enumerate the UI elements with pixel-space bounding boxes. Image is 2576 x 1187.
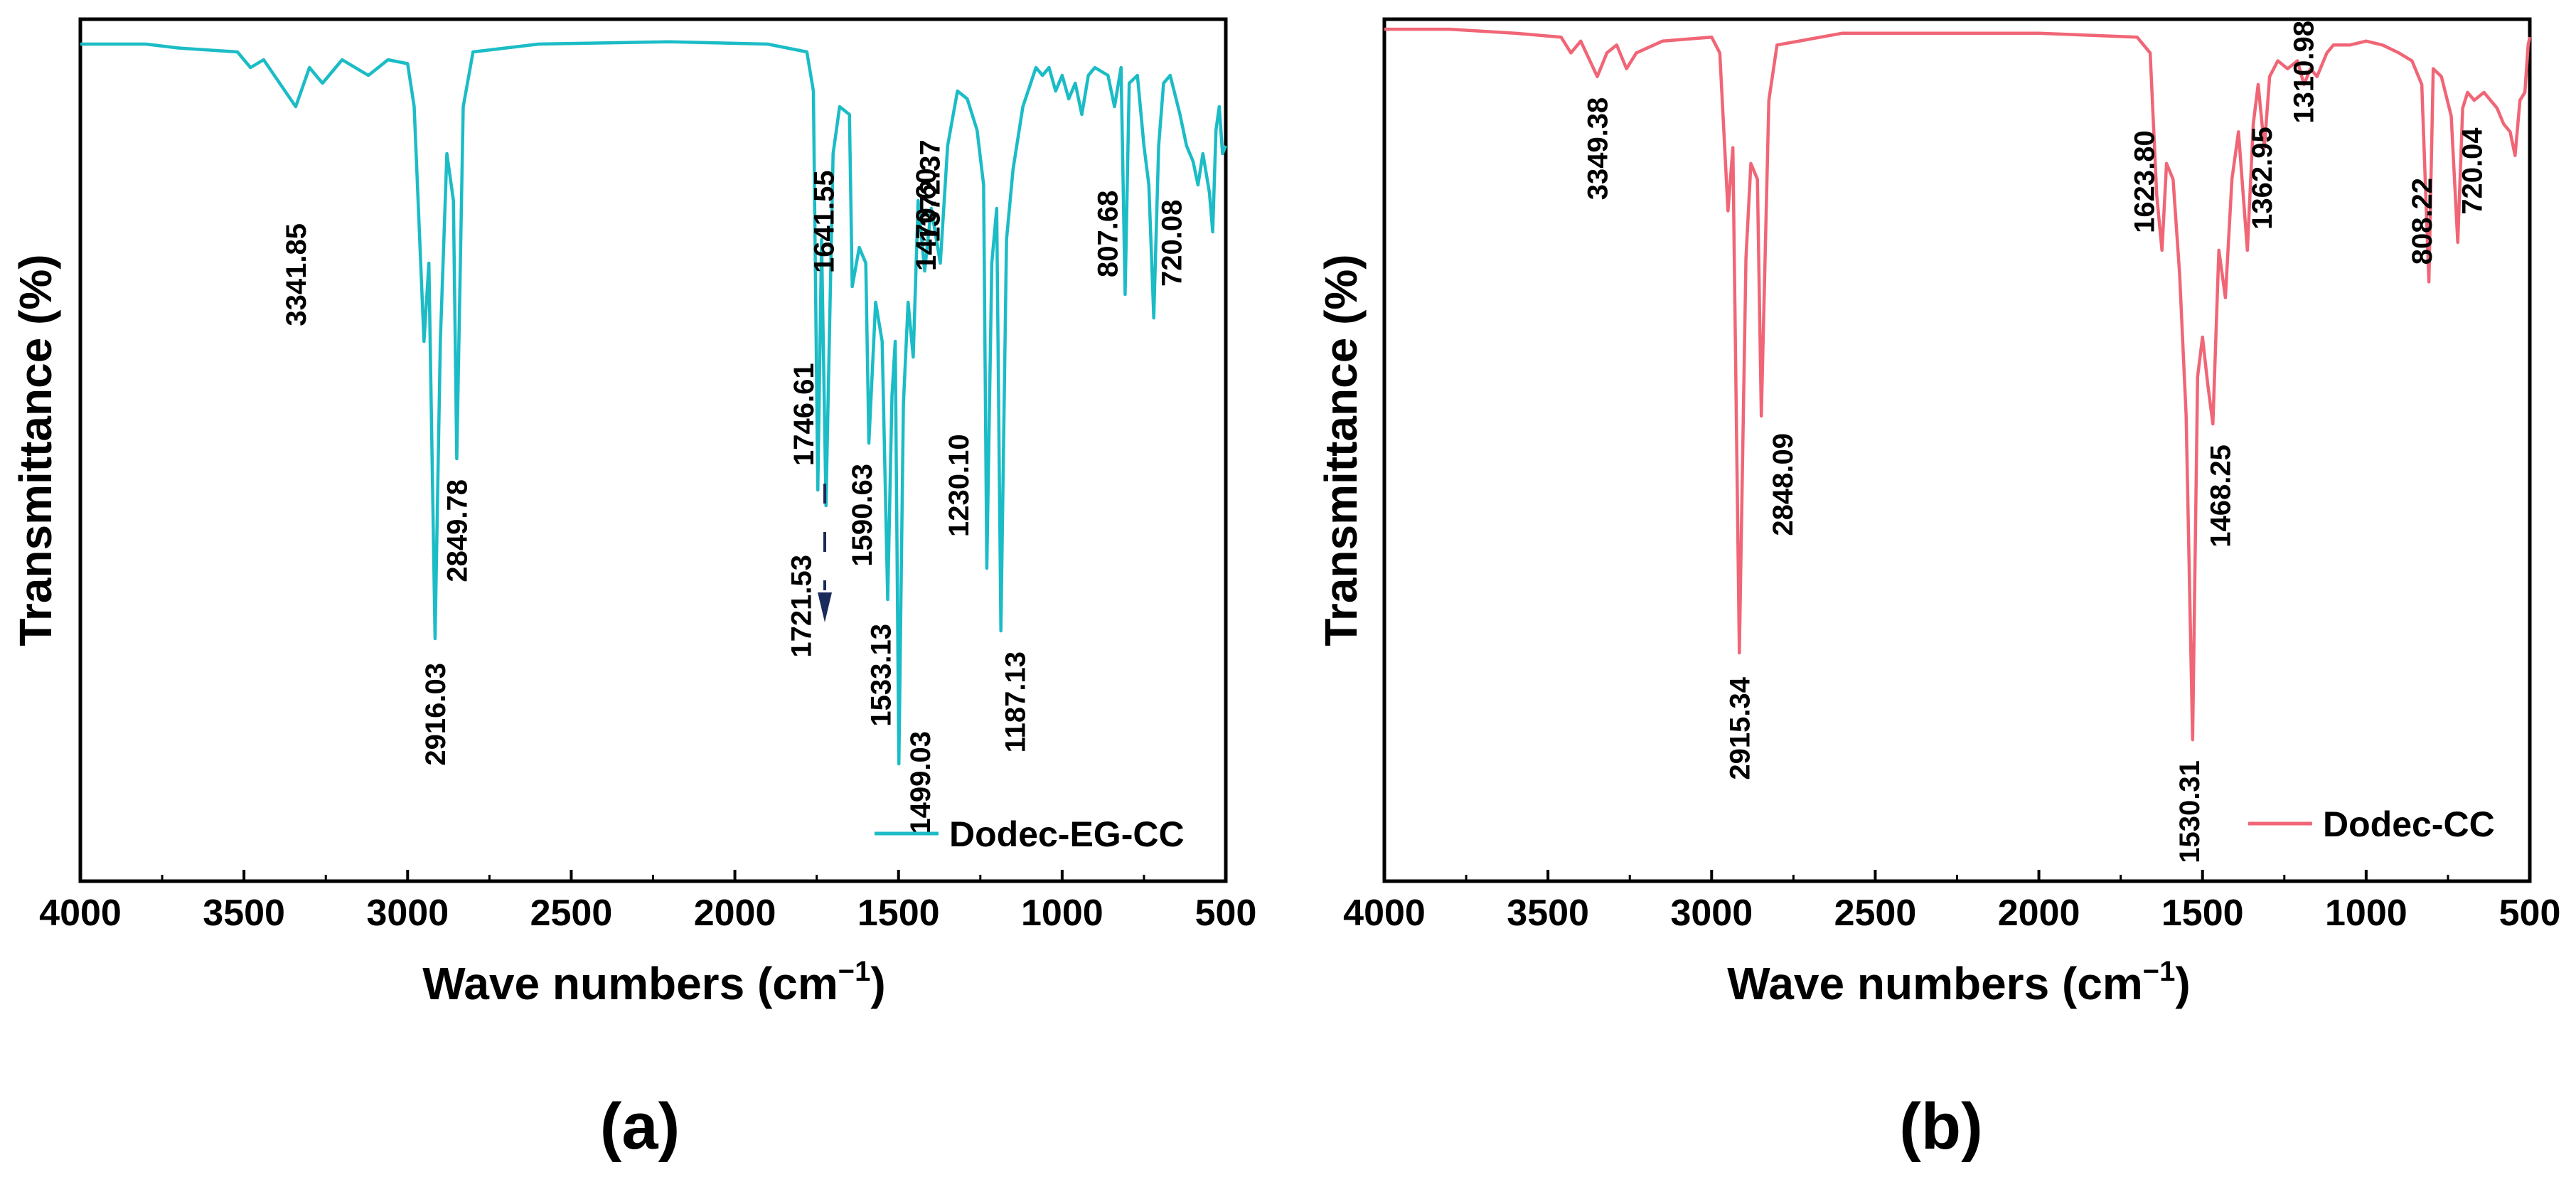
x-tick-label: 4000 (1343, 893, 1426, 934)
peak-label: 2849.78 (442, 479, 473, 582)
peak-label: 808.22 (2407, 178, 2438, 265)
x-tick-label: 3000 (1670, 893, 1753, 934)
chart-panel-a: 4000 3500 3000 2500 2000 1500 1000 500 3341.85 2… (10, 17, 1256, 1163)
peak-label: 807.68 (1092, 191, 1123, 277)
y-axis-title-a: Transmittance (%) (10, 254, 61, 646)
peak-label: 3349.38 (1583, 97, 1614, 201)
peak-label: 1310.98 (2289, 21, 2320, 124)
x-axis-tick-labels-a: 4000 3500 3000 2500 2000 1500 1000 500 (39, 893, 1256, 934)
peak-label: 3341.85 (281, 223, 312, 326)
x-tick-label: 1500 (857, 893, 940, 934)
x-axis-ticks-a (79, 870, 1227, 881)
x-tick-label: 500 (1195, 893, 1257, 934)
peak-label: 1230.10 (944, 434, 975, 537)
peak-label: 720.08 (1157, 200, 1188, 287)
x-tick-label: 2500 (530, 893, 613, 934)
peak-label: 1721.53 (786, 555, 818, 658)
peak-label: 1187.13 (1000, 651, 1032, 752)
x-tick-label: 3000 (366, 893, 449, 934)
arrow-head-icon (818, 592, 832, 622)
x-axis-ticks-b (1383, 870, 2531, 881)
plot-frame-a (78, 17, 1228, 883)
peak-label: 1499.03 (905, 731, 936, 834)
x-tick-label: 2500 (1834, 893, 1917, 934)
panel-label-a: (a) (600, 1090, 680, 1163)
peak-label: 1530.31 (2174, 760, 2206, 863)
spectrum-line-dodec-cc (1384, 27, 2532, 742)
x-tick-label: 1000 (1021, 893, 1103, 934)
x-axis-tick-labels-b: 4000 3500 3000 2500 2000 1500 1000 500 (1343, 893, 2560, 934)
x-tick-label: 4000 (39, 893, 122, 934)
peak-annotations-b: 3349.38 2915.34 2848.09 1623.80 1530.31 1468.… (1583, 21, 2489, 863)
peak-label: 720.04 (2457, 127, 2489, 215)
x-tick-label: 3500 (1507, 893, 1589, 934)
peak-label: 1746.61 (789, 363, 820, 466)
peak-label: 2848.09 (1768, 433, 1799, 536)
peak-label: 2916.03 (420, 663, 451, 766)
peak-label: 1470.60 (911, 168, 942, 271)
legend-label-a: Dodec-EG-CC (949, 814, 1185, 854)
x-tick-label: 2000 (1998, 893, 2080, 934)
panel-label-b: (b) (1899, 1090, 1982, 1163)
peak-label: 1372.37 (915, 139, 946, 243)
plot-frame-b (1382, 17, 2532, 883)
legend-a: Dodec-EG-CC (875, 814, 1185, 854)
x-tick-label: 500 (2499, 893, 2561, 934)
peak-label: 2915.34 (1724, 676, 1755, 779)
peak-label: 1468.25 (2205, 445, 2236, 548)
peak-label: 1533.13 (866, 624, 897, 727)
x-tick-label: 1500 (2161, 893, 2244, 934)
chart-panel-b: 4000 3500 3000 2500 2000 1500 1000 500 3349.38 2… (1315, 17, 2560, 1163)
x-axis-title-b: Wave numbers (cm−1) (1727, 956, 2190, 1009)
peak-annotations-a: 3341.85 2916.03 2849.78 1746.61 1721.53 1641.… (281, 139, 1188, 834)
x-axis-title-a: Wave numbers (cm−1) (422, 956, 885, 1009)
legend-label-b: Dodec-CC (2323, 804, 2495, 844)
peak-label: 1362.95 (2247, 127, 2278, 230)
peak-label: 1623.80 (2129, 130, 2161, 233)
x-tick-label: 3500 (203, 893, 285, 934)
y-axis-title-b: Transmittance (%) (1315, 254, 1367, 646)
legend-b: Dodec-CC (2248, 804, 2495, 844)
x-tick-label: 1000 (2325, 893, 2407, 934)
x-tick-label: 2000 (694, 893, 776, 934)
peak-label: 1641.55 (809, 170, 840, 273)
peak-label: 1590.63 (847, 464, 878, 567)
arrow-annotation (818, 484, 832, 622)
spectrum-line-dodec-eg-cc (80, 40, 1228, 766)
